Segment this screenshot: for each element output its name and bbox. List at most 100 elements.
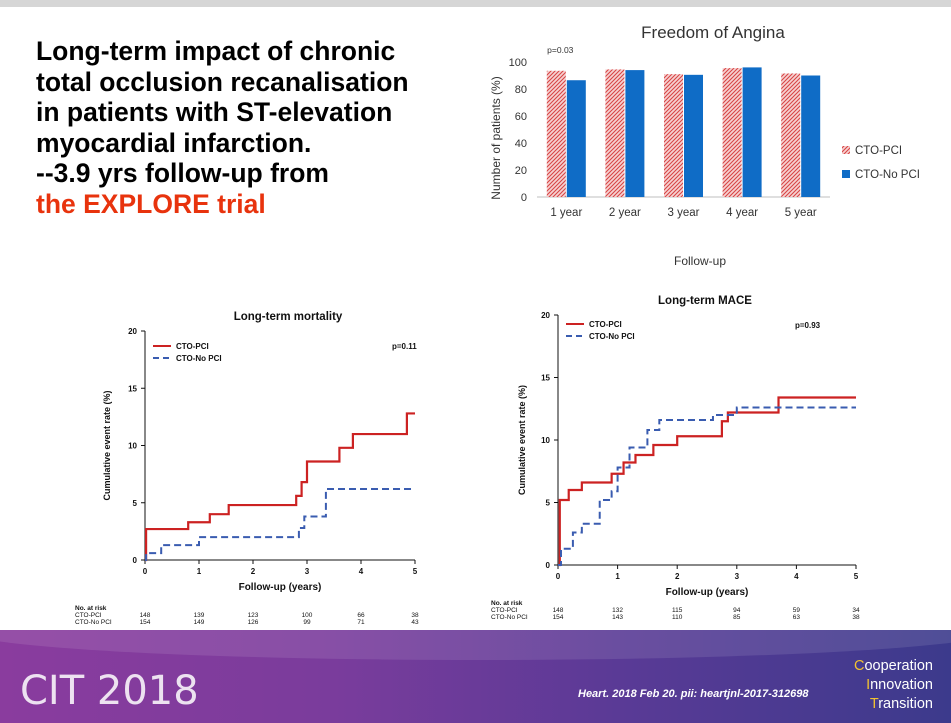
km-at-risk-row-name: CTO-No PCI	[491, 614, 528, 621]
km-y-tick-label: 0	[546, 561, 551, 570]
km-at-risk-label: No. at risk	[491, 600, 523, 607]
km-x-tick-label: 5	[854, 572, 859, 581]
km-x-label: Follow-up (years)	[239, 582, 322, 593]
km-x-tick-label: 0	[556, 572, 561, 581]
km-title: Long-term MACE	[658, 295, 752, 307]
citation: Heart. 2018 Feb 20. pii: heartjnl-2017-3…	[578, 688, 809, 700]
bar-cto-pci-3	[664, 74, 683, 197]
km-legend-label: CTO-PCI	[176, 342, 209, 351]
km-legend-label: CTO-No PCI	[589, 332, 635, 341]
km-x-tick-label: 4	[359, 567, 364, 576]
title-line-5: --3.9 yrs follow-up from	[36, 158, 329, 188]
km-legend-label: CTO-No PCI	[176, 354, 222, 363]
tagline: Cooperation Innovation Transition	[854, 657, 933, 714]
bar-x-tick-label: 4 year	[726, 207, 758, 219]
title-line-4: myocardial infarction.	[36, 127, 312, 158]
bar-x-tick-label: 3 year	[668, 207, 700, 219]
km-x-tick-label: 3	[305, 567, 310, 576]
km-at-risk-value: 99	[303, 619, 311, 626]
km-at-risk-value: 38	[411, 612, 419, 619]
km-at-risk-value: 66	[357, 612, 365, 619]
bar-y-tick-label: 60	[515, 111, 527, 123]
km-p-value: p=0.11	[392, 342, 417, 351]
bar-y-tick-label: 20	[515, 165, 527, 177]
km-at-risk-value: 126	[248, 619, 259, 626]
km-y-tick-label: 5	[546, 499, 551, 508]
bar-cto-pci-5	[781, 73, 801, 197]
km-at-risk-value: 38	[852, 614, 860, 621]
bar-legend-swatch	[842, 170, 850, 178]
freedom-of-angina-chart: Freedom of Angina Number of patients (%)…	[489, 23, 920, 268]
title-line-2: total occlusion recanalisation	[36, 66, 409, 97]
km-at-risk-value: 148	[140, 612, 151, 619]
km-at-risk-value: 132	[612, 607, 623, 614]
slide-title: Long-term impact of chronic total occlus…	[36, 36, 486, 219]
km-at-risk-value: 94	[733, 607, 741, 614]
bar-x-tick-label: 5 year	[785, 207, 817, 219]
km-y-tick-label: 10	[541, 436, 550, 445]
bar-y-tick-label: 100	[509, 57, 527, 69]
bar-cto-pci-4	[722, 68, 742, 197]
long-term-mace-chart: Long-term MACE 0 5 10 15 20 0 1 2 3 4 5 Follow-up (y…	[491, 295, 860, 621]
km-y-tick-label: 5	[133, 499, 138, 508]
bar-chart-title: Freedom of Angina	[641, 23, 785, 42]
bar-p-value-annotation: p=0.03	[547, 45, 574, 55]
km-at-risk-value: 148	[553, 607, 564, 614]
km-curve-cto-pci	[558, 396, 856, 567]
km-at-risk-value: 63	[793, 614, 801, 621]
bar-cto-pci-1	[546, 70, 566, 197]
km-at-risk-value: 59	[793, 607, 801, 614]
top-rule	[0, 0, 951, 7]
tagline-line-3: Transition	[869, 696, 933, 712]
bar-y-tick-label: 40	[515, 138, 527, 150]
km-at-risk-value: 100	[302, 612, 313, 619]
tagline-line-2: Innovation	[866, 677, 933, 693]
bar-chart-ylabel: Number of patients (%)	[489, 76, 503, 199]
bar-legend-label: CTO-PCI	[855, 145, 902, 157]
km-curve-cto-no-pci	[558, 406, 856, 566]
km-x-tick-label: 1	[197, 567, 202, 576]
km-x-tick-label: 3	[735, 572, 740, 581]
bar-x-tick-label: 1 year	[550, 207, 582, 219]
bar-cto-pci-2	[605, 69, 625, 197]
km-y-tick-label: 10	[128, 442, 137, 451]
km-at-risk-row-name: CTO-No PCI	[75, 619, 112, 626]
km-legend-label: CTO-PCI	[589, 320, 622, 329]
km-at-risk-value: 154	[140, 619, 151, 626]
km-y-tick-label: 20	[541, 311, 550, 320]
title-highlight: the EXPLORE trial	[36, 188, 266, 219]
km-at-risk-value: 139	[194, 612, 205, 619]
km-at-risk-value: 110	[672, 614, 683, 621]
km-x-tick-label: 1	[615, 572, 620, 581]
bar-y-tick-label: 80	[515, 84, 527, 96]
bar-x-tick-label: 2 year	[609, 207, 641, 219]
km-at-risk-value: 149	[194, 619, 205, 626]
bar-chart-xlabel: Follow-up	[674, 254, 726, 268]
km-curve-cto-pci	[144, 412, 415, 562]
km-at-risk-value: 71	[357, 619, 365, 626]
km-title: Long-term mortality	[234, 311, 343, 323]
km-at-risk-value: 34	[852, 607, 860, 614]
km-at-risk-value: 115	[672, 607, 683, 614]
bar-legend-swatch	[842, 146, 850, 154]
km-y-tick-label: 15	[541, 374, 550, 383]
km-at-risk-label: No. at risk	[75, 605, 107, 612]
bar-cto-no-pci-4	[742, 67, 762, 198]
km-x-tick-label: 2	[675, 572, 680, 581]
bar-cto-no-pci-3	[684, 74, 703, 197]
bar-legend-label: CTO-No PCI	[855, 169, 920, 181]
km-x-tick-label: 2	[251, 567, 256, 576]
km-y-label: Cumulative event rate (%)	[517, 385, 527, 495]
km-at-risk-value: 123	[248, 612, 259, 619]
footer-bar: CIT 2018 Heart. 2018 Feb 20. pii: heartj…	[0, 630, 951, 723]
bar-y-tick-label: 0	[521, 192, 527, 204]
km-at-risk-value: 154	[553, 614, 564, 621]
km-p-value: p=0.93	[795, 321, 821, 330]
km-x-label: Follow-up (years)	[666, 587, 749, 598]
km-y-tick-label: 0	[133, 556, 138, 565]
km-at-risk-value: 85	[733, 614, 741, 621]
km-at-risk-value: 143	[612, 614, 623, 621]
km-at-risk-row-name: CTO-PCI	[491, 607, 518, 614]
title-line-3: in patients with ST-elevation	[36, 97, 393, 127]
km-x-tick-label: 0	[143, 567, 148, 576]
